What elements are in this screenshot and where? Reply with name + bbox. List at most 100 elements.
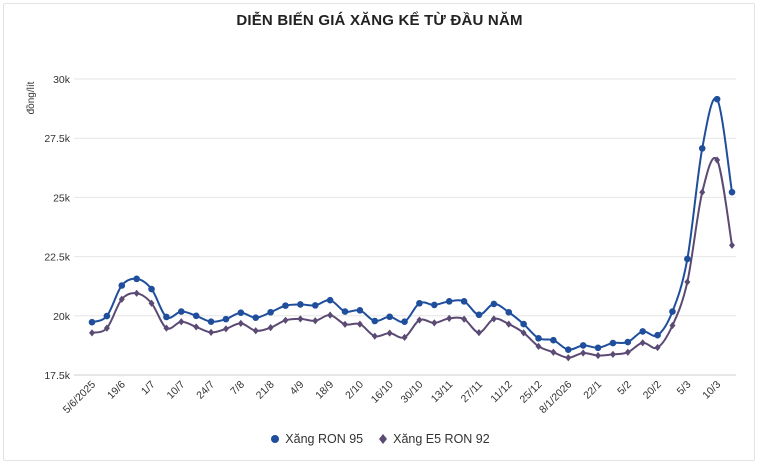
e5-point[interactable] [386,329,393,337]
e5-point[interactable] [505,320,512,328]
e5-point[interactable] [193,323,200,331]
e5-point[interactable] [282,316,289,324]
ron95-point[interactable] [698,145,706,152]
ron95-point[interactable] [564,346,572,353]
ron95-point[interactable] [267,308,274,316]
ron95-point[interactable] [520,320,527,328]
ron95-point[interactable] [178,308,185,315]
e5-point[interactable] [327,311,334,319]
ron95-point[interactable] [654,331,661,339]
e5-point[interactable] [401,333,408,341]
ron95-point[interactable] [207,318,215,326]
ron95-point[interactable] [401,318,408,326]
ron95-point[interactable] [490,300,498,308]
e5-point[interactable] [490,315,497,323]
e5-point[interactable] [178,318,185,326]
e5-point[interactable] [267,324,274,332]
ron95-point[interactable] [594,344,602,352]
ron95-point[interactable] [431,301,438,309]
ron95-point[interactable] [326,296,334,304]
ron95-point[interactable] [386,313,393,321]
e5-point[interactable] [163,324,170,332]
ron95-point[interactable] [728,188,736,196]
e5-point[interactable] [714,156,721,164]
e5-point[interactable] [148,299,155,307]
x-tick-label: 13/11 [429,379,456,406]
legend-item-e5[interactable]: Xăng E5 RON 92 [377,432,490,446]
x-tick-label: 2/10 [343,379,366,402]
x-tick-label: 4/9 [288,379,307,398]
ron95-point[interactable] [535,334,542,342]
ron95-point[interactable] [192,312,200,320]
legend-item-ron95[interactable]: Xăng RON 95 [269,432,363,446]
ron95-point[interactable] [148,285,155,293]
e5-point[interactable] [208,328,215,336]
e5-point[interactable] [699,188,706,196]
e5-point[interactable] [118,295,125,303]
e5-point[interactable] [416,316,423,324]
ron95-point[interactable] [133,275,140,283]
e5-point[interactable] [89,329,95,337]
e5-point[interactable] [371,332,378,340]
ron95-point[interactable] [222,315,230,323]
series-e5 [89,156,735,362]
ron95-point[interactable] [103,312,111,320]
e5-point[interactable] [103,324,110,332]
ron95-point[interactable] [163,313,170,321]
e5-point[interactable] [461,315,468,323]
e5-point[interactable] [550,348,557,356]
ron95-point[interactable] [445,298,453,305]
ron95-point[interactable] [297,301,304,308]
ron95-point[interactable] [311,302,319,309]
e5-point[interactable] [431,319,438,327]
ron95-point[interactable] [475,311,483,319]
e5-point[interactable] [684,278,691,286]
ron95-point[interactable] [579,342,587,349]
e5-point[interactable] [669,321,676,330]
ron95-point[interactable] [341,308,349,315]
e5-point[interactable] [252,327,259,335]
ron95-point[interactable] [505,308,513,316]
e5-point[interactable] [446,314,453,323]
e5-point[interactable] [535,342,542,350]
legend-label-e5: Xăng E5 RON 92 [393,432,490,446]
x-tick-label: 11/12 [488,379,515,406]
ron95-point[interactable] [416,299,423,307]
ron95-point[interactable] [713,95,721,103]
e5-point[interactable] [237,319,244,327]
e5-point[interactable] [133,289,140,297]
e5-point[interactable] [729,241,735,249]
e5-point[interactable] [312,317,319,325]
ron95-point[interactable] [118,282,126,289]
ron95-point[interactable] [550,336,557,344]
e5-point[interactable] [580,349,587,357]
e5-point[interactable] [342,320,349,328]
x-tick-label: 22/1 [581,379,604,402]
ron95-point[interactable] [609,339,617,347]
ron95-point[interactable] [88,318,96,326]
ron95-point[interactable] [371,317,379,325]
ron95-point[interactable] [282,302,289,309]
legend-label-ron95: Xăng RON 95 [285,432,364,446]
ron95-point[interactable] [252,314,260,321]
ron95-point[interactable] [624,338,632,346]
e5-point[interactable] [356,320,363,328]
e5-point[interactable] [222,325,229,333]
ron95-point[interactable] [460,298,468,305]
x-axis-ticks: 5/6/2025 19/6 1/7 10/7 24/7 7/8 21/8 4/9 18/9 2/1… [61,379,724,417]
e5-point[interactable] [654,343,661,352]
x-tick-label: 24/7 [194,379,217,402]
ron95-point[interactable] [684,255,691,263]
e5-point[interactable] [624,348,631,356]
e5-point[interactable] [595,351,602,360]
ron95-point[interactable] [669,308,676,315]
ron95-point[interactable] [356,307,364,314]
ron95-point[interactable] [237,309,245,317]
e5-point[interactable] [639,339,646,347]
e5-point[interactable] [609,350,616,358]
e5-point[interactable] [565,354,572,362]
ron95-point[interactable] [639,328,646,335]
e5-point[interactable] [297,315,304,323]
e5-point[interactable] [475,329,482,337]
e5-point[interactable] [520,329,527,337]
